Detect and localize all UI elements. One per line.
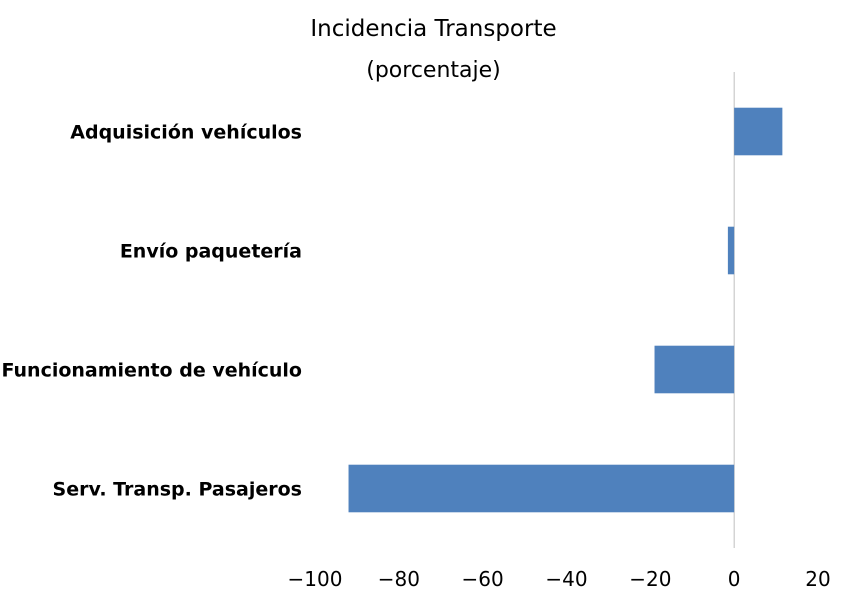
x-tick-label: −100 [288, 567, 343, 591]
category-label: Funcionamiento de vehículo [1, 360, 302, 382]
category-label: Adquisición vehículos [70, 122, 302, 144]
bar [654, 345, 735, 394]
category-label: Envío paquetería [120, 241, 302, 263]
x-tick-label: −60 [462, 567, 504, 591]
bar [734, 107, 783, 156]
x-tick-label: −20 [629, 567, 671, 591]
category-label: Serv. Transp. Pasajeros [53, 479, 302, 501]
x-tick-label: 20 [805, 567, 830, 591]
bar [348, 464, 735, 513]
chart-subtitle: (porcentaje) [366, 58, 501, 83]
x-tick-label: 0 [728, 567, 741, 591]
chart-title: Incidencia Transporte [310, 16, 557, 42]
bar [727, 226, 735, 275]
x-tick-label: −80 [378, 567, 420, 591]
x-tick-label: −40 [545, 567, 587, 591]
